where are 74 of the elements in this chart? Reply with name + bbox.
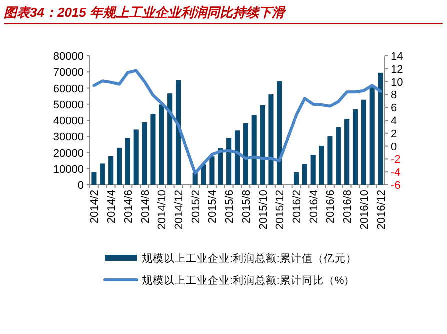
x-tick-label: 2015/4 <box>207 190 220 224</box>
bar <box>294 172 300 185</box>
x-tick-label: 2016/12 <box>376 190 388 230</box>
bar <box>310 155 316 185</box>
y-tick-label: 60000 <box>53 83 84 96</box>
bar <box>352 110 358 185</box>
bar <box>159 104 164 185</box>
bar <box>168 94 173 185</box>
x-tick-label: 2014/2 <box>89 190 102 224</box>
x-tick-label: 2016/6 <box>325 190 338 224</box>
bar <box>344 119 350 185</box>
y-tick-label: 0 <box>78 180 84 192</box>
x-tick-label: 2014/12 <box>174 190 186 230</box>
x-tick-label: 2014/8 <box>140 190 152 224</box>
y2-tick-label: 6 <box>391 102 398 115</box>
y-tick-label: 80000 <box>53 51 84 63</box>
y2-tick-label: 10 <box>391 76 404 89</box>
x-tick-label: 2016/2 <box>292 190 304 224</box>
x-tick-label: 2015/8 <box>240 190 253 224</box>
bar <box>370 87 375 185</box>
bar <box>302 164 308 185</box>
x-tick-label: 2016/10 <box>358 190 371 230</box>
x-tick-label: 2014/6 <box>122 190 135 224</box>
bar <box>378 72 384 185</box>
bar <box>210 156 215 185</box>
bar <box>243 123 248 185</box>
x-tick-label: 2016/8 <box>342 190 354 224</box>
bar <box>218 148 224 185</box>
y-tick-label: 40000 <box>53 116 84 128</box>
bar <box>319 146 324 185</box>
x-tick-label: 2014/4 <box>106 190 118 224</box>
bar <box>125 138 130 185</box>
y-tick-label: 30000 <box>53 132 84 144</box>
bar <box>252 115 257 185</box>
bar <box>108 156 114 185</box>
line-series <box>92 69 382 175</box>
x-tick-label: 2015/12 <box>274 190 287 230</box>
y2-tick-label: -2 <box>391 154 401 166</box>
bar <box>336 127 342 185</box>
y-tick-label: 70000 <box>53 67 84 80</box>
bar <box>328 136 333 185</box>
bar <box>150 114 156 185</box>
y-tick-label: 20000 <box>53 148 84 160</box>
legend-label: 规模以上工业企业:利润总额:累计值（亿元） <box>142 252 357 265</box>
bar <box>116 148 122 185</box>
y2-tick-label: 14 <box>391 51 404 63</box>
y2-tick-label: 4 <box>391 116 398 128</box>
bar <box>201 164 206 185</box>
legend-label: 规模以上工业企业:利润总额:累计同比（%） <box>142 274 356 287</box>
bar <box>100 164 106 185</box>
y2-tick-label: 0 <box>391 141 398 154</box>
x-tick-label: 2015/6 <box>224 190 236 224</box>
bar <box>268 94 274 185</box>
y2-tick-label: -6 <box>391 180 401 192</box>
bar <box>226 138 232 185</box>
bar <box>234 130 240 185</box>
bar <box>361 100 366 185</box>
y2-tick-label: 8 <box>391 90 398 102</box>
x-tick-label: 2014/10 <box>156 190 169 230</box>
y2-tick-label: 2 <box>391 128 398 140</box>
x-tick-label: 2015/2 <box>190 190 202 224</box>
x-tick-label: 2016/4 <box>308 190 320 224</box>
title: 图表34：2015 年规上工业企业利润同比持续下滑 <box>4 5 285 20</box>
x-tick-label: 2015/10 <box>258 190 270 230</box>
y-tick-label: 10000 <box>53 164 84 176</box>
bar <box>260 106 266 185</box>
y2-tick-label: -4 <box>391 167 401 180</box>
y-tick-label: 50000 <box>53 99 84 112</box>
bar <box>142 122 148 185</box>
bar <box>176 80 182 185</box>
bar <box>134 130 139 185</box>
bar <box>92 172 97 185</box>
y2-tick-label: 12 <box>391 64 404 76</box>
bar <box>277 81 282 185</box>
